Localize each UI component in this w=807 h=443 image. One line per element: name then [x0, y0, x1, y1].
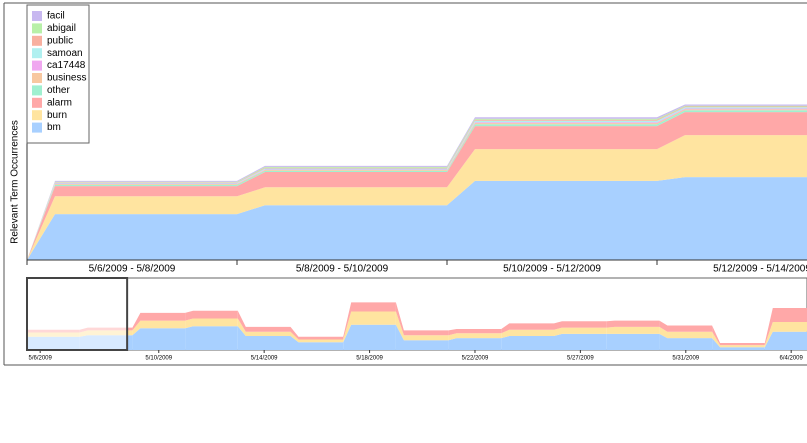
- x-tick-label: 5/6/2009: [28, 356, 52, 362]
- overview-segment: [290, 331, 344, 343]
- x-tick-label: 5/8/2009 - 5/10/2009: [296, 264, 389, 275]
- overview-segment: [448, 329, 502, 336]
- area-segment: [237, 205, 447, 260]
- overview-segment: [343, 311, 396, 343]
- y-axis-label: Relevant Term Occurrences: [10, 120, 21, 244]
- legend-label: abigail: [47, 23, 76, 34]
- overview-segment: [764, 308, 807, 346]
- x-tick-label: 5/14/2009: [251, 356, 278, 362]
- overview-segment: [712, 338, 765, 350]
- overview-segment: [290, 336, 344, 350]
- overview-segment: [712, 331, 765, 348]
- x-tick-label: 5/10/2009: [145, 356, 172, 362]
- area-segment: [447, 180, 657, 260]
- overview-segment: [395, 324, 449, 350]
- x-tick-label: 5/27/2009: [567, 356, 594, 362]
- legend-swatch: [32, 23, 42, 34]
- overview-segment: [395, 311, 449, 341]
- x-tick-label: 5/6/2009 - 5/8/2009: [89, 264, 176, 275]
- legend-label: burn: [47, 110, 67, 121]
- overview-segment: [606, 333, 660, 350]
- area-segment: [657, 135, 807, 181]
- overview-segment: [237, 326, 291, 350]
- overview-segment: [764, 322, 807, 348]
- x-tick-label: 5/18/2009: [356, 356, 383, 362]
- legend-swatch: [32, 85, 42, 96]
- x-tick-label: 6/4/2009: [780, 356, 804, 362]
- selection-window: [26, 277, 129, 351]
- legend-label: business: [47, 73, 86, 84]
- legend-label: public: [47, 35, 73, 46]
- legend-swatch: [32, 48, 42, 59]
- legend-swatch: [32, 97, 42, 108]
- overview-segment: [237, 318, 291, 336]
- area-segment: [27, 186, 237, 260]
- area-segment: [447, 126, 657, 188]
- overview-segment: [554, 333, 607, 350]
- area-segment: [657, 177, 807, 260]
- legend-swatch: [32, 35, 42, 46]
- overview-segment: [290, 326, 344, 340]
- overview-segment: [554, 327, 607, 336]
- overview-segment: [606, 320, 660, 328]
- x-tick-label: 5/31/2009: [672, 356, 699, 362]
- overview-segment: [132, 312, 186, 331]
- overview-segment: [343, 324, 396, 350]
- overview-segment: [659, 333, 713, 350]
- overview-segment: [554, 321, 607, 330]
- overview-segment: [185, 310, 238, 321]
- area-segment: [237, 172, 447, 197]
- legend-swatch: [32, 122, 42, 133]
- x-tick-label: 5/12/2009 - 5/14/2009: [713, 264, 807, 275]
- area-segment: [657, 112, 807, 150]
- legend-label: facil: [47, 11, 65, 22]
- overview-segment: [501, 329, 554, 339]
- legend-swatch: [32, 60, 42, 71]
- overview-segment: [501, 336, 554, 350]
- overview-segment: [132, 320, 186, 336]
- legend-label: ca17448: [47, 60, 86, 71]
- overview-segment: [132, 328, 186, 350]
- overview-segment: [185, 318, 238, 329]
- area-segment: [27, 214, 237, 260]
- overview-segment: [659, 326, 713, 339]
- overview-segment: [448, 333, 502, 341]
- overview-segment: [712, 325, 765, 346]
- legend-label: samoan: [47, 48, 83, 59]
- x-tick-label: 5/10/2009 - 5/12/2009: [503, 264, 601, 275]
- overview-segment: [606, 326, 660, 334]
- legend-swatch: [32, 11, 42, 21]
- overview-segment: [659, 320, 713, 332]
- legend-label: other: [47, 85, 70, 96]
- area-segment: [657, 110, 807, 127]
- overview-chart: 5/6/2009 5/10/2009 5/14/2009 5/18/2009 5/22/…: [26, 277, 807, 362]
- overview-segment: [501, 323, 554, 334]
- legend-swatch: [32, 73, 42, 83]
- area-segment: [27, 196, 237, 260]
- legend-label: bm: [47, 122, 61, 133]
- overview-segment: [185, 326, 238, 350]
- area-segment: [237, 187, 447, 215]
- overview-segment: [343, 302, 396, 340]
- overview-segment: [395, 302, 449, 336]
- overview-segment: [448, 338, 502, 350]
- x-tick-label: 5/22/2009: [462, 356, 489, 362]
- area-segment: [447, 149, 657, 206]
- main-chart: 5/6/2009 - 5/8/2009 5/8/2009 - 5/10/2009 5…: [26, 4, 807, 275]
- legend-label: alarm: [47, 97, 72, 108]
- legend-swatch: [32, 110, 42, 121]
- overview-segment: [237, 310, 291, 332]
- overview-segment: [764, 331, 807, 350]
